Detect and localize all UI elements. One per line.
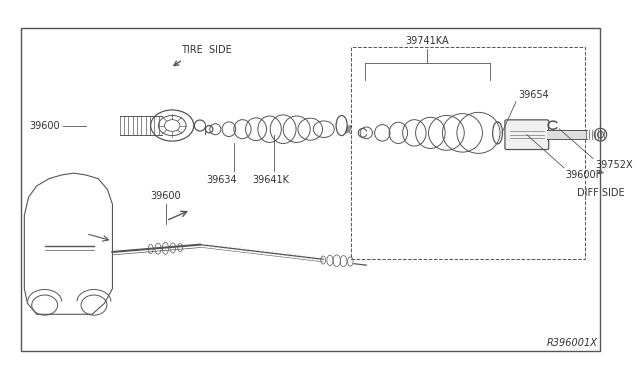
Text: 39600: 39600 [151, 191, 181, 201]
Bar [351, 47, 585, 259]
Text: 39654: 39654 [518, 90, 548, 100]
Text: 39641K: 39641K [252, 175, 289, 185]
Text: R396001X: R396001X [547, 338, 597, 348]
Text: 39600: 39600 [29, 121, 60, 131]
Text: 39741KA: 39741KA [406, 36, 449, 46]
Text: 39634: 39634 [206, 175, 237, 185]
Text: TIRE  SIDE: TIRE SIDE [182, 45, 232, 55]
FancyBboxPatch shape [505, 120, 548, 150]
Text: 39752X: 39752X [595, 160, 632, 170]
Text: 39600F: 39600F [566, 170, 602, 180]
Bar [21, 28, 600, 351]
Text: DIFF SIDE: DIFF SIDE [577, 188, 625, 198]
